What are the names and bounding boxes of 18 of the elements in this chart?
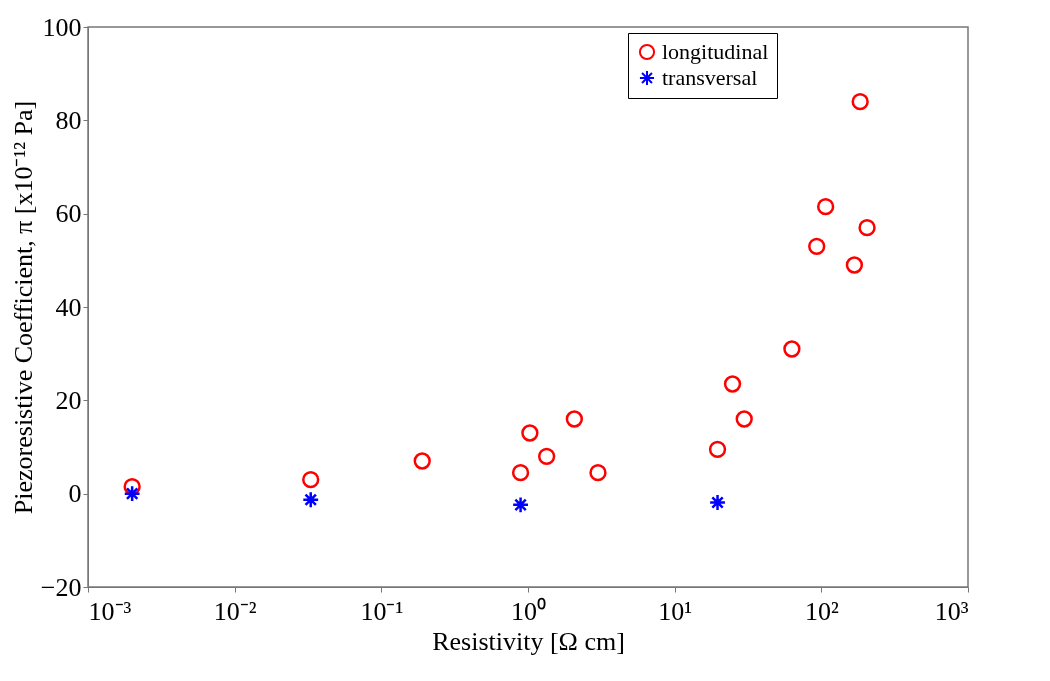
y-tick-label: 20 [55, 385, 82, 415]
legend-label: longitudinal [662, 39, 769, 64]
x-tick-label: 10¹ [658, 596, 693, 626]
y-tick-label: 60 [55, 199, 82, 229]
y-tick-label: 100 [42, 12, 82, 42]
y-axis-title: Piezoresistive Coefficient, π [x10⁻¹² Pa] [8, 100, 38, 515]
x-tick-label: 10⁻² [213, 596, 257, 626]
y-tick-label: 40 [55, 292, 82, 322]
y-tick-label: 80 [55, 105, 82, 135]
legend-label: transversal [662, 65, 758, 90]
x-tick-label: 10³ [934, 596, 969, 626]
x-tick-label: 10⁰ [511, 596, 546, 626]
x-tick-label: 10² [804, 596, 839, 626]
x-tick-label: 10⁻³ [88, 596, 132, 626]
y-tick-label: −20 [40, 572, 82, 602]
y-tick-label: 0 [68, 479, 82, 509]
x-axis-title: Resistivity [Ω cm] [432, 626, 625, 656]
x-tick-label: 10⁻¹ [360, 596, 404, 626]
